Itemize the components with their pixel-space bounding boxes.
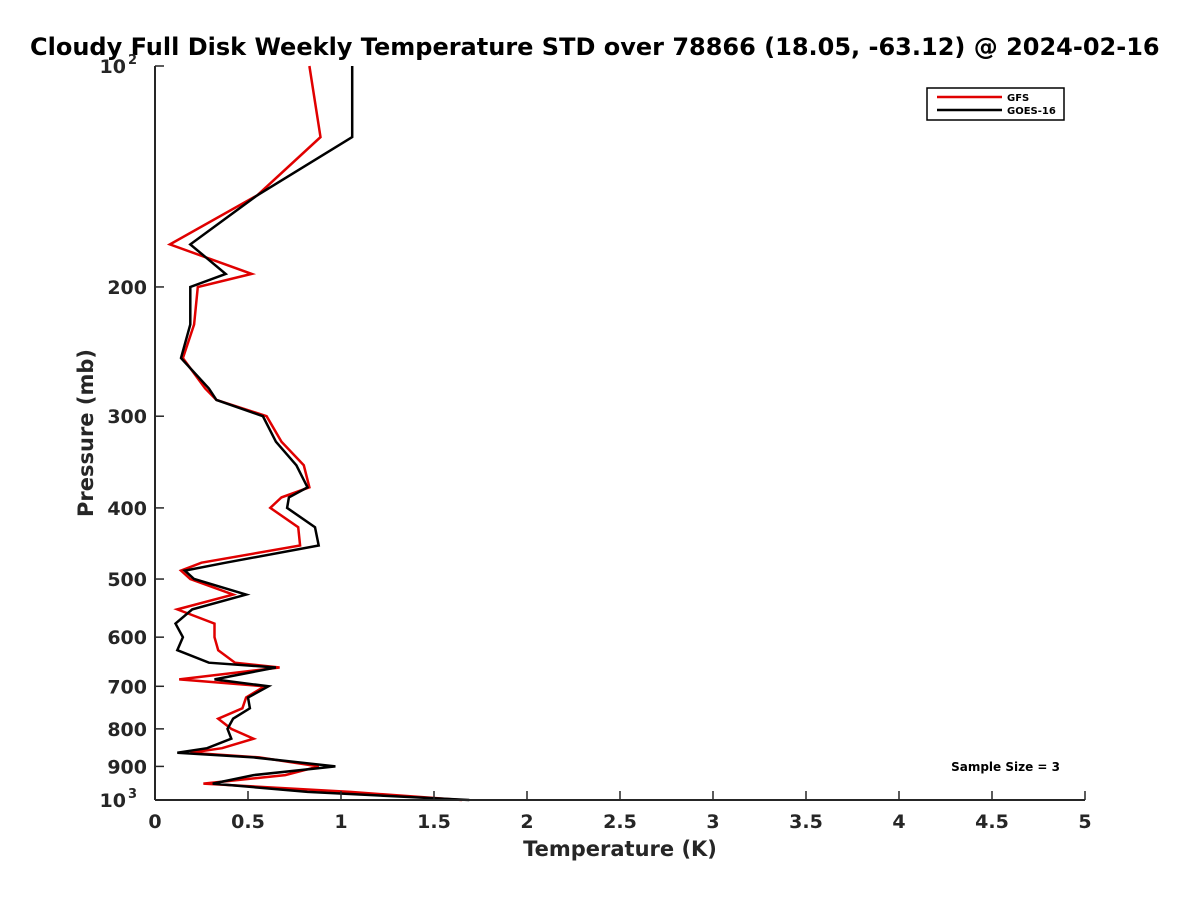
y-tick-label-exponent: 2 xyxy=(128,53,137,68)
y-tick-label: 600 xyxy=(107,627,147,649)
y-tick-label: 200 xyxy=(107,277,147,299)
x-tick-label: 0 xyxy=(148,811,161,833)
x-tick-label: 1 xyxy=(334,811,347,833)
x-tick-label: 4 xyxy=(892,811,905,833)
x-tick-label: 4.5 xyxy=(975,811,1009,833)
x-tick-label: 1.5 xyxy=(417,811,451,833)
chart-title: Cloudy Full Disk Weekly Temperature STD … xyxy=(30,33,1160,61)
x-tick-label: 3.5 xyxy=(789,811,823,833)
x-tick-label: 2.5 xyxy=(603,811,637,833)
plot-area xyxy=(155,66,1085,800)
x-tick-label: 3 xyxy=(706,811,719,833)
y-tick-label: 300 xyxy=(107,406,147,428)
y-tick-label: 900 xyxy=(107,756,147,778)
legend-label-goes16: GOES-16 xyxy=(1007,106,1056,117)
x-tick-label: 5 xyxy=(1078,811,1091,833)
x-axis-ticks: 0 0.5 1 1.5 2 2.5 3 3.5 4 4.5 5 xyxy=(148,791,1092,833)
series-line-gfs xyxy=(166,65,462,802)
x-axis-label: Temperature (K) xyxy=(523,837,717,861)
sample-size-annotation: Sample Size = 3 xyxy=(951,760,1060,774)
y-tick-label: 400 xyxy=(107,498,147,520)
series-layer xyxy=(166,65,470,802)
series-line-goes16 xyxy=(173,66,470,802)
y-tick-label: 500 xyxy=(107,569,147,591)
y-axis-label: Pressure (mb) xyxy=(74,349,98,517)
y-tick-label-base: 10 xyxy=(100,790,126,812)
legend-box xyxy=(926,87,1065,121)
legend-label-gfs: GFS xyxy=(1007,93,1029,104)
legend: GFS GOES-16 xyxy=(926,87,1065,121)
x-tick-label: 0.5 xyxy=(231,811,265,833)
y-tick-label: 700 xyxy=(107,676,147,698)
x-tick-label: 2 xyxy=(520,811,533,833)
y-tick-label: 800 xyxy=(107,719,147,741)
y-tick-label-exponent: 3 xyxy=(128,787,137,802)
y-tick-label-base: 10 xyxy=(100,56,126,78)
